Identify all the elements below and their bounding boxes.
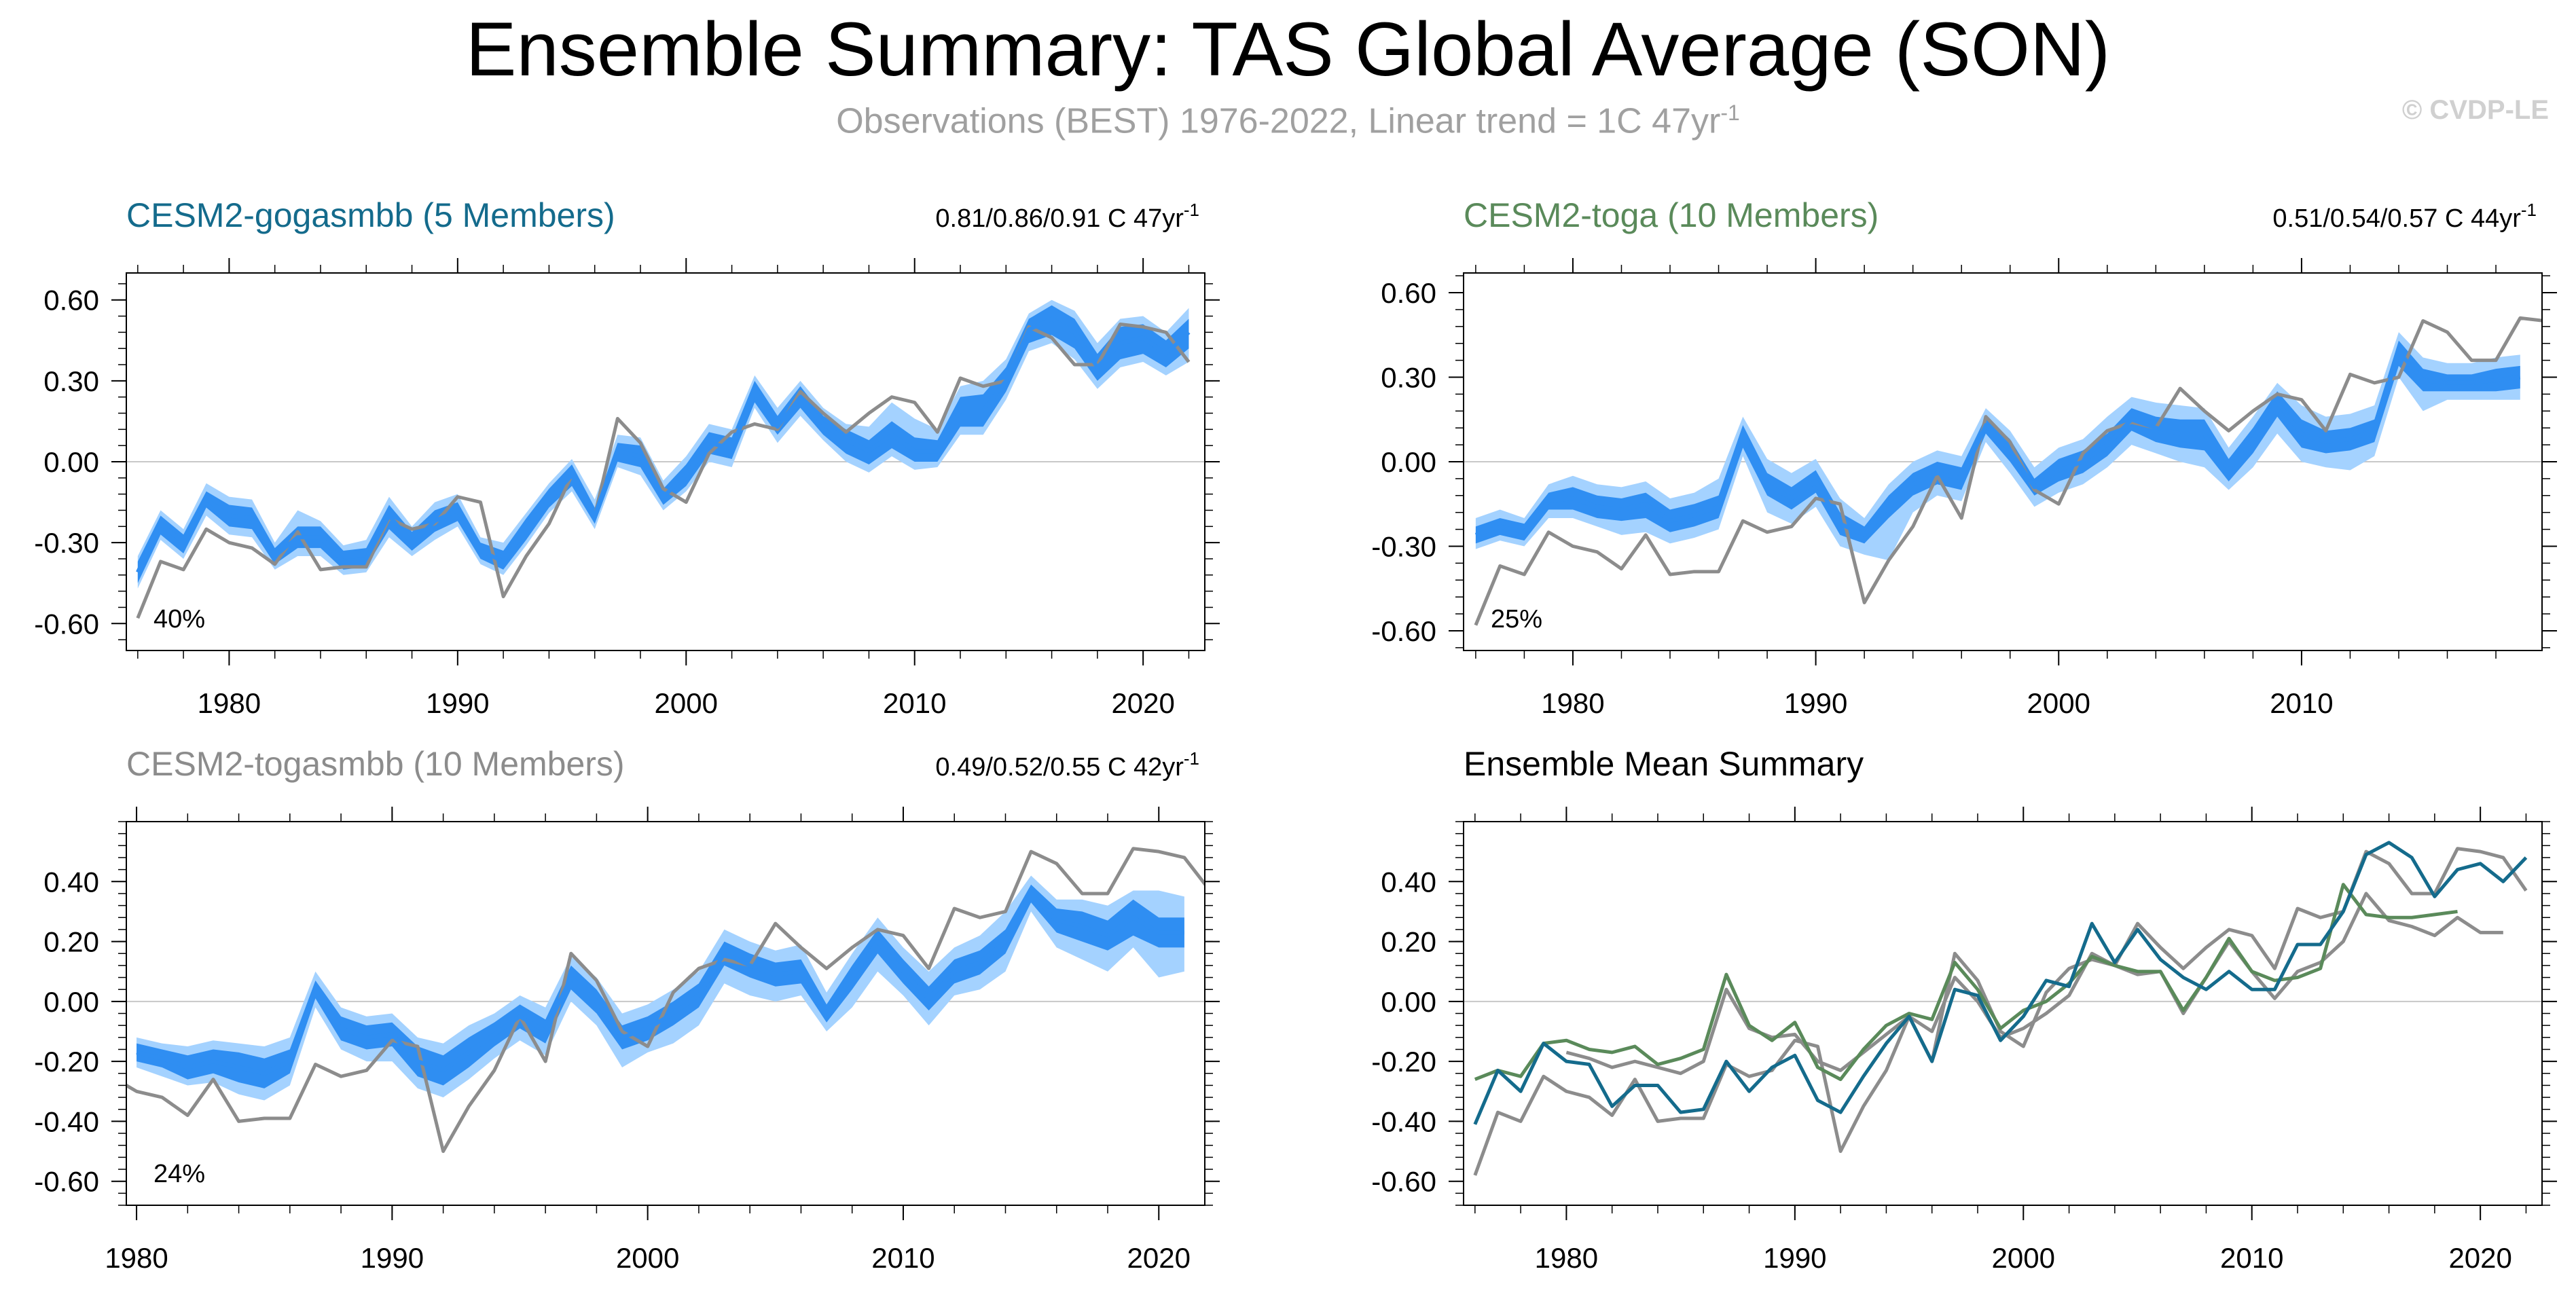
observations-line [126,847,1205,1154]
y-tick-label: -0.20 [1371,1046,1436,1078]
y-tick-label: 0.40 [43,866,99,898]
trend-label: 0.49/0.52/0.55 C 42yr-1 [935,748,1199,782]
x-tick-label: 1980 [1541,687,1604,719]
percent-label: 25% [1491,605,1542,634]
ensemble-mean-line [136,891,1184,1076]
observations-line [1474,316,2542,626]
y-tick-label: -0.30 [1371,530,1436,562]
x-tick-label: 2010 [2270,687,2333,719]
plot-title: CESM2-toga (10 Members) [1464,196,1879,234]
y-tick-label: 0.30 [1381,362,1436,394]
page-title: Ensemble Summary: TAS Global Average (SO… [465,7,2111,92]
plot-gogasmbb: CESM2-gogasmbb (5 Members) 0.81/0.86/0.91… [34,196,1220,719]
y-tick-label: 0.00 [43,986,99,1018]
y-tick-label: -0.20 [34,1046,99,1078]
plot-summary: Ensemble Mean Summary -0.60 -0.40 -0.20 0.00… [1371,745,2557,1274]
x-tick-label: 2010 [883,687,946,719]
x-tick-label: 2000 [655,687,718,719]
plot-title: CESM2-gogasmbb (5 Members) [126,196,615,234]
x-tick-label: 1990 [361,1242,424,1274]
x-tick-label: 2000 [616,1242,679,1274]
x-tick-label: 2010 [871,1242,935,1274]
y-tick-label: 0.40 [1381,866,1436,898]
ensemble-mean-line [1474,350,2521,537]
trend-label: 0.51/0.54/0.57 C 44yr-1 [2272,200,2537,233]
y-tick-label: 0.20 [1381,926,1436,958]
y-tick-label: 0.00 [43,446,99,478]
x-tick-label: 2010 [2220,1242,2283,1274]
copyright-label: © CVDP-LE [2401,95,2549,125]
y-tick-label: -0.30 [34,527,99,559]
x-tick-label: 1990 [426,687,489,719]
percent-label: 40% [153,605,205,634]
y-tick-label: 0.60 [1381,277,1436,309]
x-tick-label: 2020 [1127,1242,1191,1274]
plot-frame [1463,821,2543,1206]
y-tick-label: 0.20 [43,926,99,958]
plot-toga: CESM2-toga (10 Members) 0.51/0.54/0.57 C … [1371,196,2557,719]
series-line-cesm2-togasmbb [1565,892,2503,1076]
ensemble-inner-band [137,305,1189,583]
trend-label: 0.81/0.86/0.91 C 47yr-1 [935,200,1199,233]
plot-togasmbb: CESM2-togasmbb (10 Members) 0.49/0.52/0.5… [34,745,1220,1274]
ensemble-outer-band [137,299,1189,589]
ensemble-inner-band [1475,340,2520,544]
observations-line [136,322,1191,619]
series-line-cesm2-toga [1474,883,2458,1082]
x-tick-label: 2020 [1111,687,1174,719]
ensemble-inner-band [137,884,1184,1088]
y-tick-label: 0.30 [43,365,99,397]
y-tick-label: -0.60 [1371,1166,1436,1198]
plot-title: Ensemble Mean Summary [1464,745,1864,783]
subtitle: Observations (BEST) 1976-2022, Linear tr… [0,100,2576,141]
x-tick-label: 1980 [198,687,261,719]
x-tick-label: 2000 [2027,687,2090,719]
x-tick-label: 1990 [1784,687,1847,719]
plot-title: CESM2-togasmbb (10 Members) [126,745,625,783]
ensemble-mean-line [136,316,1191,574]
series-line-cesm2-gogasmbb [1473,841,2528,1125]
y-tick-label: -0.60 [1371,615,1436,647]
x-tick-label: 1980 [1535,1242,1598,1274]
y-tick-label: 0.00 [1381,986,1436,1018]
x-tick-label: 2000 [1992,1242,2055,1274]
y-tick-label: -0.40 [1371,1105,1436,1137]
x-tick-label: 1990 [1763,1242,1826,1274]
subtitle-sup: -1 [1720,100,1740,125]
percent-label: 24% [153,1160,205,1188]
y-tick-label: -0.40 [34,1105,99,1137]
x-tick-label: 1980 [105,1242,168,1274]
x-tick-label: 2020 [2448,1242,2511,1274]
y-tick-label: -0.60 [34,608,99,640]
y-tick-label: -0.60 [34,1166,99,1198]
y-tick-label: 0.00 [1381,446,1436,478]
subtitle-text: Observations (BEST) 1976-2022, Linear tr… [836,101,1721,141]
y-tick-label: 0.60 [43,285,99,316]
